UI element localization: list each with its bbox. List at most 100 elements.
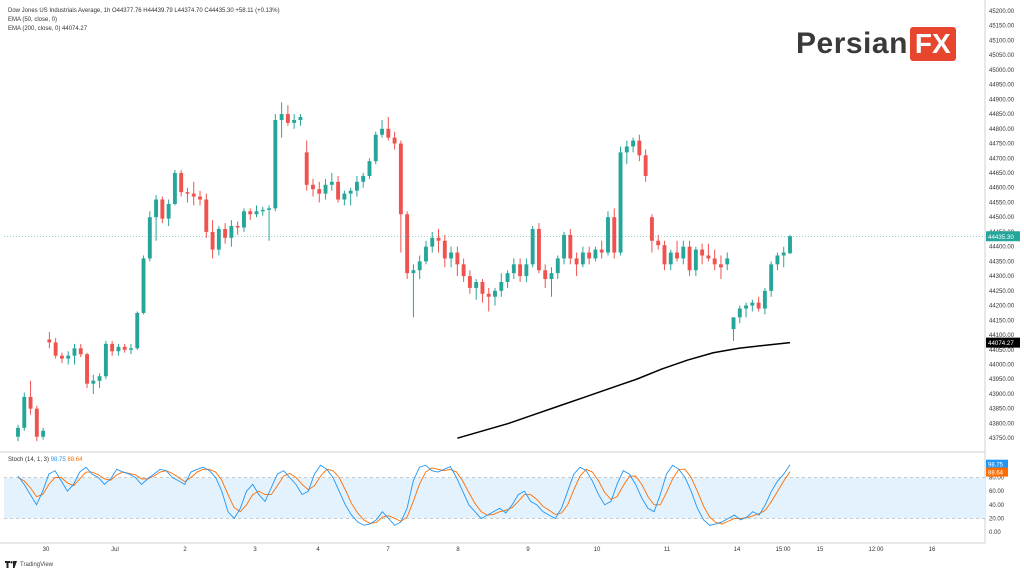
price-tick-label: 44250.00	[989, 289, 1015, 295]
time-tick-label: 14	[734, 547, 741, 553]
time-tick-label: 30	[43, 547, 50, 553]
time-tick-label: 7	[386, 547, 390, 553]
stoch-k-tag-label: 98.75	[988, 463, 1004, 469]
candle-body	[606, 217, 610, 253]
candle-body	[97, 376, 102, 381]
logo-badge: FX	[909, 27, 956, 61]
price-axis[interactable]: 45200.00 45150.00 45100.00 45050.00 45000.00…	[986, 9, 1020, 536]
candle-body	[380, 128, 384, 135]
price-tick-label: 43800.00	[989, 421, 1015, 427]
candle-body	[116, 346, 121, 352]
ema200-tag	[986, 337, 1020, 348]
candle-body	[744, 305, 749, 309]
candle-body	[543, 270, 548, 280]
grid-layer	[0, 0, 986, 544]
candle-body	[34, 408, 39, 437]
candle-body	[22, 396, 27, 428]
candle-body	[367, 161, 372, 176]
candle-body	[580, 252, 585, 265]
price-tick-label: 43900.00	[989, 392, 1015, 398]
candle-body	[47, 339, 52, 343]
candle-body	[662, 245, 667, 265]
candle-body	[781, 252, 786, 256]
candle-body	[66, 355, 71, 359]
candle-body	[574, 258, 579, 265]
candle-body	[480, 282, 485, 294]
candle-body	[618, 152, 623, 253]
price-tick-label: 44050.00	[989, 348, 1015, 354]
price-tick-label: 43950.00	[989, 377, 1015, 383]
stoch-band	[4, 477, 985, 519]
candle-body	[631, 140, 636, 147]
time-tick-label: 9	[526, 547, 530, 553]
candle-body	[392, 137, 397, 144]
price-tick-label: 44100.00	[989, 333, 1015, 339]
stochastic-pane[interactable]	[4, 464, 985, 526]
candle-body	[229, 226, 234, 238]
candle-body	[706, 255, 711, 259]
last-price-tag	[986, 231, 1020, 242]
ema50-legend: EMA (50, close, 0)	[8, 17, 58, 23]
candle-body	[643, 155, 648, 176]
candle-body	[354, 181, 359, 191]
stoch-d-value: 88.64	[67, 457, 83, 463]
price-tick-label: 44350.00	[989, 259, 1015, 265]
candle-body	[292, 119, 297, 123]
candle-body	[549, 273, 554, 280]
price-tick-label: 44700.00	[989, 156, 1015, 162]
candle-body	[185, 192, 190, 194]
candle-body	[311, 184, 315, 190]
stoch-k-value: 98.75	[50, 457, 66, 463]
candle-body	[530, 228, 535, 265]
candle-body	[612, 217, 617, 253]
price-tick-label: 44500.00	[989, 215, 1015, 221]
candle-body	[756, 302, 761, 309]
stoch-tick-label: 20.00	[989, 517, 1005, 523]
candle-body	[191, 193, 196, 197]
time-tick-label: 12:00	[868, 547, 884, 553]
candle-body	[122, 346, 127, 350]
price-tick-label: 44750.00	[989, 142, 1015, 148]
tradingview-footer[interactable]: TradingView	[5, 561, 53, 568]
candle-body	[675, 252, 679, 259]
price-tick-label: 44950.00	[989, 83, 1015, 89]
candle-body	[624, 146, 629, 153]
candle-body	[166, 203, 171, 219]
stoch-d-tag-label: 88.64	[988, 471, 1004, 477]
symbol-legend: Dow Jones US Industrials Average, 1h O44…	[8, 8, 280, 14]
candle-body	[436, 237, 441, 241]
candle-body	[649, 217, 654, 241]
last-price-label: 44435.30	[988, 234, 1014, 241]
price-tick-label: 44400.00	[989, 245, 1015, 251]
time-tick-label: 16	[929, 547, 936, 553]
candle-body	[398, 143, 403, 215]
candle-body	[461, 264, 466, 277]
candle-body	[135, 312, 140, 349]
candle-body	[486, 293, 491, 297]
price-tick-label: 45200.00	[989, 9, 1015, 15]
candle-body	[298, 117, 303, 120]
price-pane[interactable]	[4, 102, 985, 442]
candle-body	[78, 348, 83, 355]
candle-body	[712, 258, 717, 265]
candle-body	[141, 258, 146, 313]
candle-body	[361, 175, 366, 182]
candle-body	[411, 270, 416, 274]
candle-body	[329, 181, 334, 185]
candle-body	[317, 189, 322, 194]
price-tick-label: 45050.00	[989, 53, 1015, 59]
candle-body	[342, 193, 347, 200]
stoch-label: Stoch (14, 1, 3)	[8, 457, 50, 463]
ema200-legend: EMA (200, close, 0) 44074.27	[8, 26, 88, 32]
candle-body	[223, 228, 228, 238]
candle-body	[474, 282, 479, 288]
candle-body	[424, 246, 428, 262]
candle-body	[103, 343, 108, 377]
candle-body	[216, 228, 221, 250]
candle-body	[85, 354, 89, 384]
price-tick-label: 44550.00	[989, 200, 1015, 206]
candle-body	[336, 181, 341, 200]
stoch-tick-label: 80.00	[989, 476, 1005, 482]
candle-body	[467, 276, 472, 288]
time-axis[interactable]: 30 Jul 2 3 4 7 8 9 10 11 14 15:00 15 12:00 16	[43, 547, 936, 553]
